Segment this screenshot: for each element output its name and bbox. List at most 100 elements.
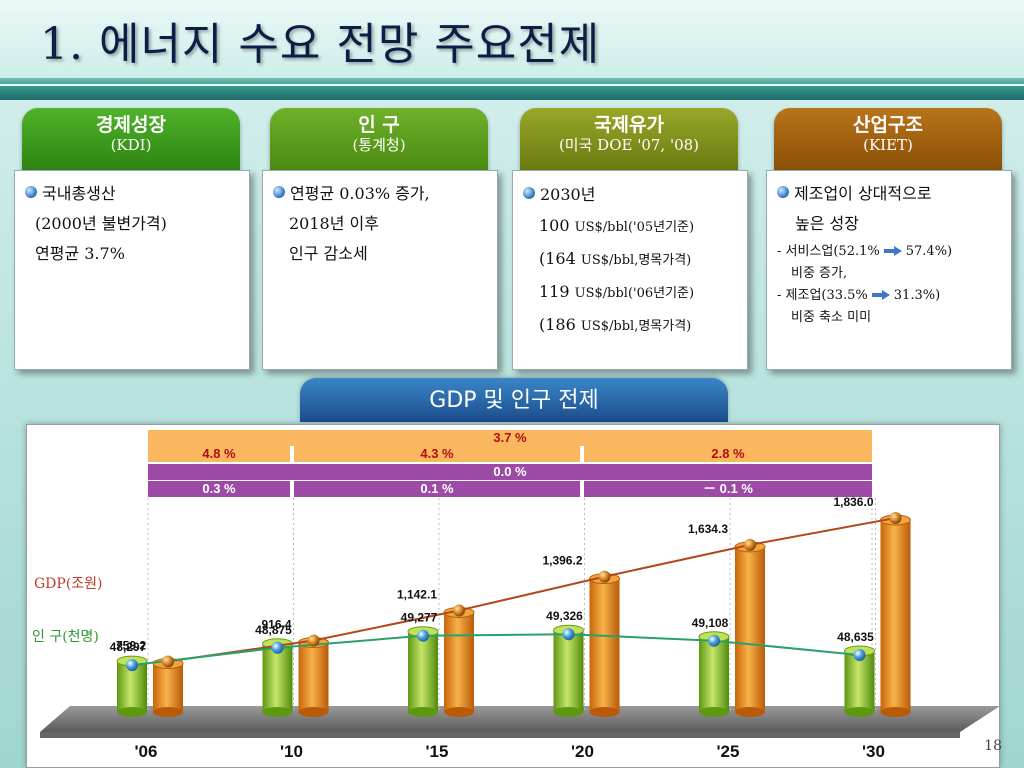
- population-overall-rate: 0.0 %: [148, 464, 872, 480]
- gdp-bar: [298, 642, 329, 712]
- gdp-value-label: 1,396.2: [542, 554, 582, 568]
- card-line: 높은 성장: [795, 214, 859, 233]
- population-bar-base: [699, 707, 729, 717]
- card-heading: 산업구조: [853, 114, 923, 136]
- gdp-marker: [307, 634, 320, 647]
- card-body: 2030년 100 US$/bbl('05년기준) (164 US$/bbl,명…: [512, 170, 748, 370]
- population-bar: [262, 643, 293, 712]
- gdp-bar-base: [444, 707, 474, 717]
- bullet-icon: [273, 186, 285, 198]
- card-line: (2000년 불변가격): [35, 214, 167, 233]
- population-bar-base: [553, 707, 584, 717]
- population-bar-base: [844, 707, 875, 717]
- arrow-right-icon: [883, 246, 902, 256]
- card-line: 국내총생산: [42, 184, 116, 203]
- population-period-rate: 0.1 %: [294, 481, 580, 497]
- gdp-line: [167, 517, 896, 663]
- gdp-value-label: 1,836.0: [833, 495, 873, 509]
- card-source: (KDI): [110, 136, 152, 154]
- card-line: 31.3%): [893, 288, 941, 303]
- chart-floor-edge: [40, 732, 960, 738]
- gdp-marker: [744, 538, 756, 551]
- title-underline: [0, 78, 1024, 100]
- population-value-label: 49,277: [401, 611, 438, 625]
- card-line: 57.4%): [905, 244, 953, 259]
- card-heading: 경제성장: [96, 114, 166, 136]
- card-header: 산업구조 (KIET): [774, 108, 1002, 170]
- card-industry-structure: 산업구조 (KIET) 제조업이 상대적으로 높은 성장 - 서비스업(52.1…: [766, 108, 1012, 370]
- gdp-bar: [153, 663, 183, 712]
- population-value-label: 49,108: [692, 616, 729, 630]
- gdp-bar-base: [589, 707, 620, 717]
- card-body: 국내총생산 (2000년 불변가격) 연평균 3.7%: [14, 170, 250, 370]
- card-line: 인구 감소세: [289, 244, 368, 263]
- population-period-rate: 0.3 %: [148, 481, 290, 497]
- gdp-population-tab: GDP 및 인구 전제: [300, 378, 728, 422]
- population-bar-base: [262, 707, 293, 717]
- card-line: 제조업이 상대적으로: [794, 184, 932, 203]
- card-body: 연평균 0.03% 증가, 2018년 이후 인구 감소세: [262, 170, 498, 370]
- card-line: - 제조업(33.5%: [777, 288, 868, 303]
- population-value-label: 48,875: [255, 623, 292, 637]
- gdp-bar: [735, 546, 765, 712]
- page-number: 18: [984, 738, 1002, 754]
- population-bar-base: [408, 707, 438, 717]
- population-marker: [126, 659, 138, 672]
- gdp-marker: [889, 512, 902, 524]
- legend-population-label: 인 구(천명): [32, 629, 99, 645]
- legend-gdp-label: GDP(조원): [34, 576, 103, 592]
- card-economic-growth: 경제성장 (KDI) 국내총생산 (2000년 불변가격) 연평균 3.7%: [14, 108, 250, 370]
- card-heading: 국제유가: [594, 114, 664, 136]
- legend-population: 인 구(천명): [32, 626, 99, 646]
- population-marker: [271, 641, 284, 654]
- population-marker: [708, 634, 720, 647]
- population-bar: [699, 636, 729, 712]
- population-bar: [408, 631, 438, 712]
- card-source: (KIET): [863, 136, 913, 154]
- population-bar-base: [117, 707, 147, 717]
- oil-price-value: (164: [539, 249, 576, 268]
- card-line: - 서비스업(52.1%: [777, 244, 880, 259]
- gdp-value-label: 916.4: [261, 618, 291, 632]
- population-value-label: 48,297: [110, 640, 147, 654]
- gdp-bar-base: [298, 707, 329, 717]
- title-band: [0, 0, 1024, 78]
- gdp-period-rate: 2.8 %: [584, 446, 872, 462]
- gdp-bar: [444, 612, 474, 712]
- gdp-value-label: 759.2: [116, 638, 146, 652]
- card-population: 인 구 (통계청) 연평균 0.03% 증가, 2018년 이후 인구 감소세: [262, 108, 498, 370]
- legend-gdp: GDP(조원): [34, 573, 103, 593]
- gdp-value-label: 1,634.3: [688, 522, 728, 536]
- x-tick-label: '15: [426, 742, 449, 761]
- oil-price-unit: US$/bbl('05년기준): [574, 220, 695, 235]
- gdp-bar-base: [735, 707, 765, 717]
- gdp-period-rate: 4.3 %: [294, 446, 580, 462]
- card-body: 제조업이 상대적으로 높은 성장 - 서비스업(52.1% 57.4%) 비중 증…: [766, 170, 1012, 370]
- card-oil-price: 국제유가 (미국 DOE '07, '08) 2030년 100 US$/bbl…: [512, 108, 748, 370]
- x-tick-label: '25: [717, 742, 740, 761]
- population-value-label: 49,326: [546, 609, 583, 623]
- x-tick-label: '30: [862, 742, 885, 761]
- gdp-period-rate: 4.8 %: [148, 446, 290, 462]
- population-marker: [853, 648, 866, 661]
- card-line: 비중 증가,: [791, 266, 848, 281]
- population-marker: [417, 629, 429, 642]
- card-header: 인 구 (통계청): [270, 108, 488, 170]
- arrow-right-icon: [871, 290, 890, 300]
- oil-price-unit: US$/bbl('06년기준): [574, 286, 695, 301]
- card-source: (통계청): [352, 136, 406, 154]
- gdp-bar: [589, 578, 620, 712]
- gdp-value-label: 1,142.1: [397, 587, 437, 601]
- card-header: 국제유가 (미국 DOE '07, '08): [520, 108, 738, 170]
- card-line: 연평균 3.7%: [35, 244, 125, 263]
- bullet-icon: [777, 186, 789, 198]
- card-heading: 인 구: [358, 114, 400, 136]
- page-title: 1. 에너지 수요 전망 주요전제: [40, 19, 601, 70]
- population-line: [131, 633, 860, 667]
- oil-price-value: 119: [539, 282, 570, 301]
- gdp-marker: [162, 655, 174, 668]
- oil-price-unit: US$/bbl,명목가격): [580, 319, 692, 334]
- oil-price-unit: US$/bbl,명목가격): [580, 253, 692, 268]
- x-tick-label: '10: [280, 742, 303, 761]
